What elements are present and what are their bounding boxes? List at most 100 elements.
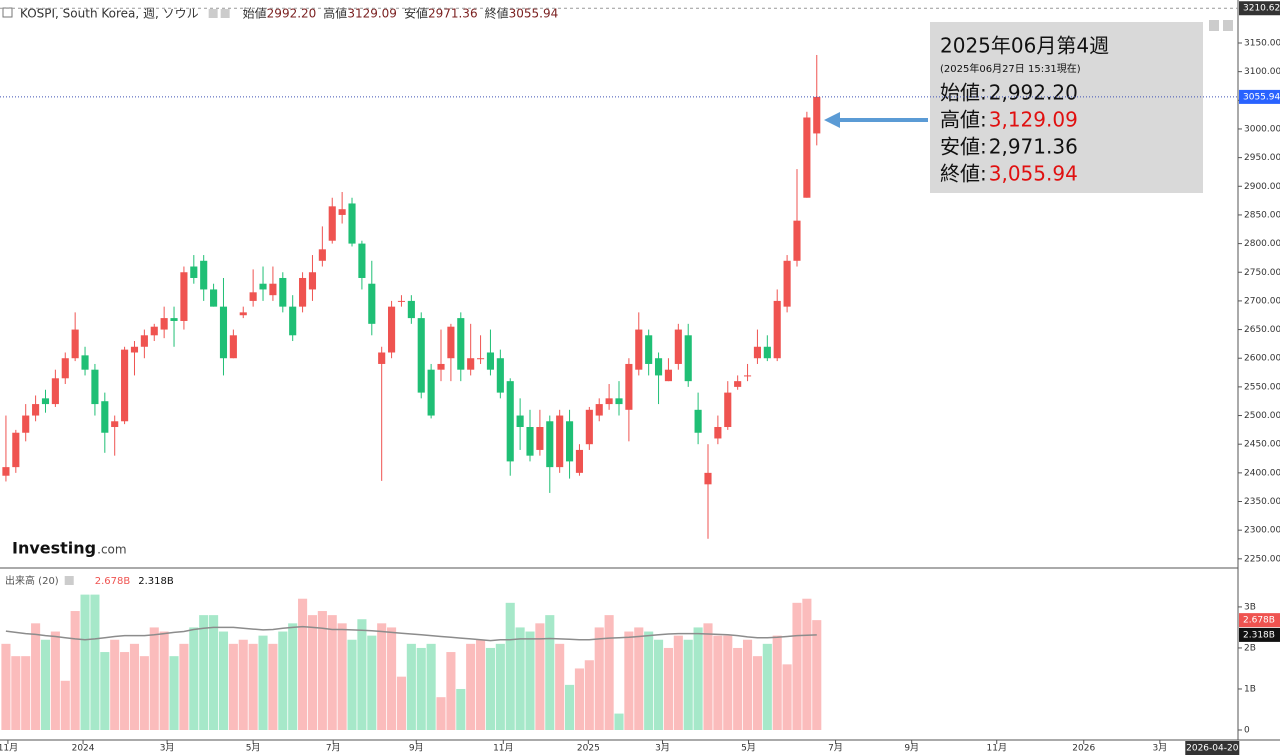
candle-body — [269, 283, 277, 296]
volume-bar — [238, 639, 248, 730]
volume-bar — [169, 656, 179, 730]
candle-body — [743, 375, 752, 377]
volume-bar — [466, 643, 476, 730]
volume-bar — [476, 639, 486, 730]
volume-bar — [485, 647, 496, 730]
y-tick-label: 2500.00 — [1244, 411, 1280, 421]
volume-bar — [723, 635, 733, 730]
candle-body — [427, 369, 435, 416]
volume-bar — [100, 652, 110, 730]
top-marker-box — [1239, 1, 1280, 16]
x-tick-label: 9月 — [409, 743, 424, 754]
volume-bar — [228, 643, 238, 730]
candle-body — [81, 355, 89, 370]
y-tick-label: 2350.00 — [1244, 497, 1280, 507]
header-field-name: 終値 — [485, 6, 509, 21]
volume-bar — [644, 631, 654, 730]
y-tick-label: 2700.00 — [1244, 296, 1280, 306]
volume-bar — [495, 643, 505, 730]
volume-bar — [120, 652, 130, 730]
legend-icon — [220, 9, 230, 18]
info-title: 2025年06月第4週 — [940, 34, 1109, 58]
candle-body — [753, 346, 761, 359]
candle-body — [180, 272, 188, 321]
volume-legend-value: 2.678B — [95, 576, 131, 587]
candle-body — [565, 421, 574, 462]
candle-body — [140, 335, 148, 347]
candle-body — [417, 318, 425, 393]
volume-bar — [179, 643, 189, 730]
x-tick-label: 5月 — [246, 743, 261, 754]
candle-body — [724, 392, 732, 428]
volume-bar — [624, 631, 634, 730]
brand-suffix: .com — [97, 543, 126, 557]
candle-body — [793, 220, 801, 261]
candle-body — [190, 266, 198, 278]
volume-marker-label: 2.678B — [1243, 616, 1275, 626]
volume-y-tick-label: 2B — [1244, 643, 1256, 653]
header-field-name: 高値 — [323, 6, 347, 21]
volume-bar — [406, 643, 416, 730]
volume-bar — [505, 602, 515, 730]
candle-body — [51, 378, 59, 405]
last-price-box — [1239, 89, 1280, 104]
volume-bar — [762, 643, 772, 730]
volume-bar — [159, 631, 169, 730]
candle-body — [625, 363, 633, 410]
candle-body — [457, 318, 465, 370]
volume-bar — [782, 664, 792, 730]
volume-bar — [110, 639, 120, 730]
volume-bar — [792, 602, 802, 730]
candle-body — [200, 260, 208, 290]
volume-bar — [584, 660, 594, 730]
candle-body — [2, 467, 10, 476]
volume-bar — [426, 643, 436, 730]
candle-body — [219, 306, 228, 359]
volume-bar — [446, 652, 456, 730]
candle-body — [803, 117, 811, 198]
volume-bar — [218, 631, 229, 730]
header-field-name: 安値 — [404, 6, 428, 21]
volume-bar — [327, 615, 337, 730]
x-tick-label: 2025 — [577, 744, 600, 754]
candle-body — [299, 277, 307, 307]
candle-body — [368, 283, 376, 324]
volume-bar — [278, 631, 288, 730]
volume-bar — [565, 684, 575, 730]
y-tick-label: 2250.00 — [1244, 554, 1280, 564]
volume-bar — [812, 620, 822, 730]
x-tick-label: 11月 — [987, 743, 1007, 754]
pane-button[interactable] — [1223, 20, 1233, 31]
info-field-name: 安値: — [940, 135, 987, 159]
candle-body — [615, 398, 623, 405]
info-field-value: 2,971.36 — [989, 135, 1078, 159]
pane-button[interactable] — [1209, 20, 1219, 31]
y-tick-label: 2600.00 — [1244, 354, 1280, 364]
volume-bar — [60, 680, 70, 730]
candle-body — [546, 421, 554, 468]
candle-body — [556, 415, 564, 468]
volume-bar — [673, 635, 683, 730]
cursor-date-box — [1185, 741, 1240, 755]
candle-body — [279, 277, 287, 307]
y-tick-label: 3100.00 — [1244, 67, 1280, 77]
candle-body — [358, 243, 366, 278]
volume-bar — [654, 639, 664, 730]
info-field-value: 2,992.20 — [989, 81, 1078, 105]
volume-y-tick-label: 3B — [1244, 602, 1256, 612]
candle-body — [130, 346, 139, 353]
volume-ma-line — [5, 625, 817, 642]
header-field-value: 3055.94 — [509, 7, 559, 21]
x-tick-label: 5月 — [741, 743, 756, 754]
candle-body — [91, 369, 99, 405]
volume-bar — [693, 627, 703, 730]
candle-body — [71, 329, 79, 359]
candle-body — [61, 358, 69, 379]
candle-body — [575, 449, 584, 473]
volume-legend-icon — [64, 576, 74, 585]
arrow-head — [824, 112, 840, 128]
candle-body — [259, 283, 267, 290]
volume-bar — [535, 623, 545, 730]
candle-body — [22, 415, 30, 433]
info-field-name: 終値: — [940, 162, 987, 186]
